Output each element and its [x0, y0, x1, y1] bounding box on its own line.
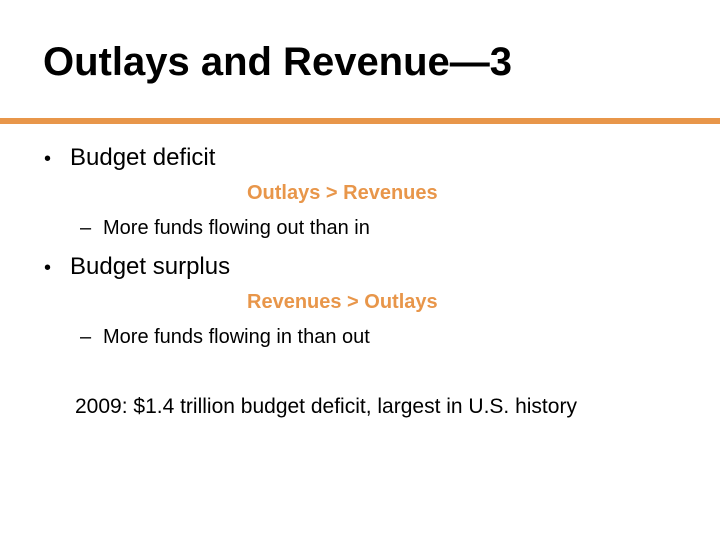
deficit-subpoint: – More funds flowing out than in: [80, 216, 370, 240]
bullet-glyph: •: [44, 148, 52, 170]
bullet-glyph: •: [44, 257, 52, 279]
deficit-note: 2009: $1.4 trillion budget deficit, larg…: [75, 395, 577, 418]
surplus-formula: Revenues > Outlays: [247, 291, 438, 313]
bullet-label: Budget surplus: [70, 253, 231, 280]
deficit-formula: Outlays > Revenues: [247, 182, 438, 204]
dash-glyph: –: [80, 326, 92, 348]
slide-title: Outlays and Revenue—3: [43, 40, 513, 84]
surplus-subpoint: – More funds flowing in than out: [80, 325, 370, 349]
bullet-budget-deficit: • Budget deficit: [44, 144, 215, 173]
dash-glyph: –: [80, 217, 92, 239]
subpoint-text: More funds flowing out than in: [103, 217, 370, 239]
bullet-budget-surplus: • Budget surplus: [44, 253, 230, 282]
title-divider: [0, 118, 720, 124]
subpoint-text: More funds flowing in than out: [103, 326, 370, 348]
bullet-label: Budget deficit: [70, 144, 216, 171]
